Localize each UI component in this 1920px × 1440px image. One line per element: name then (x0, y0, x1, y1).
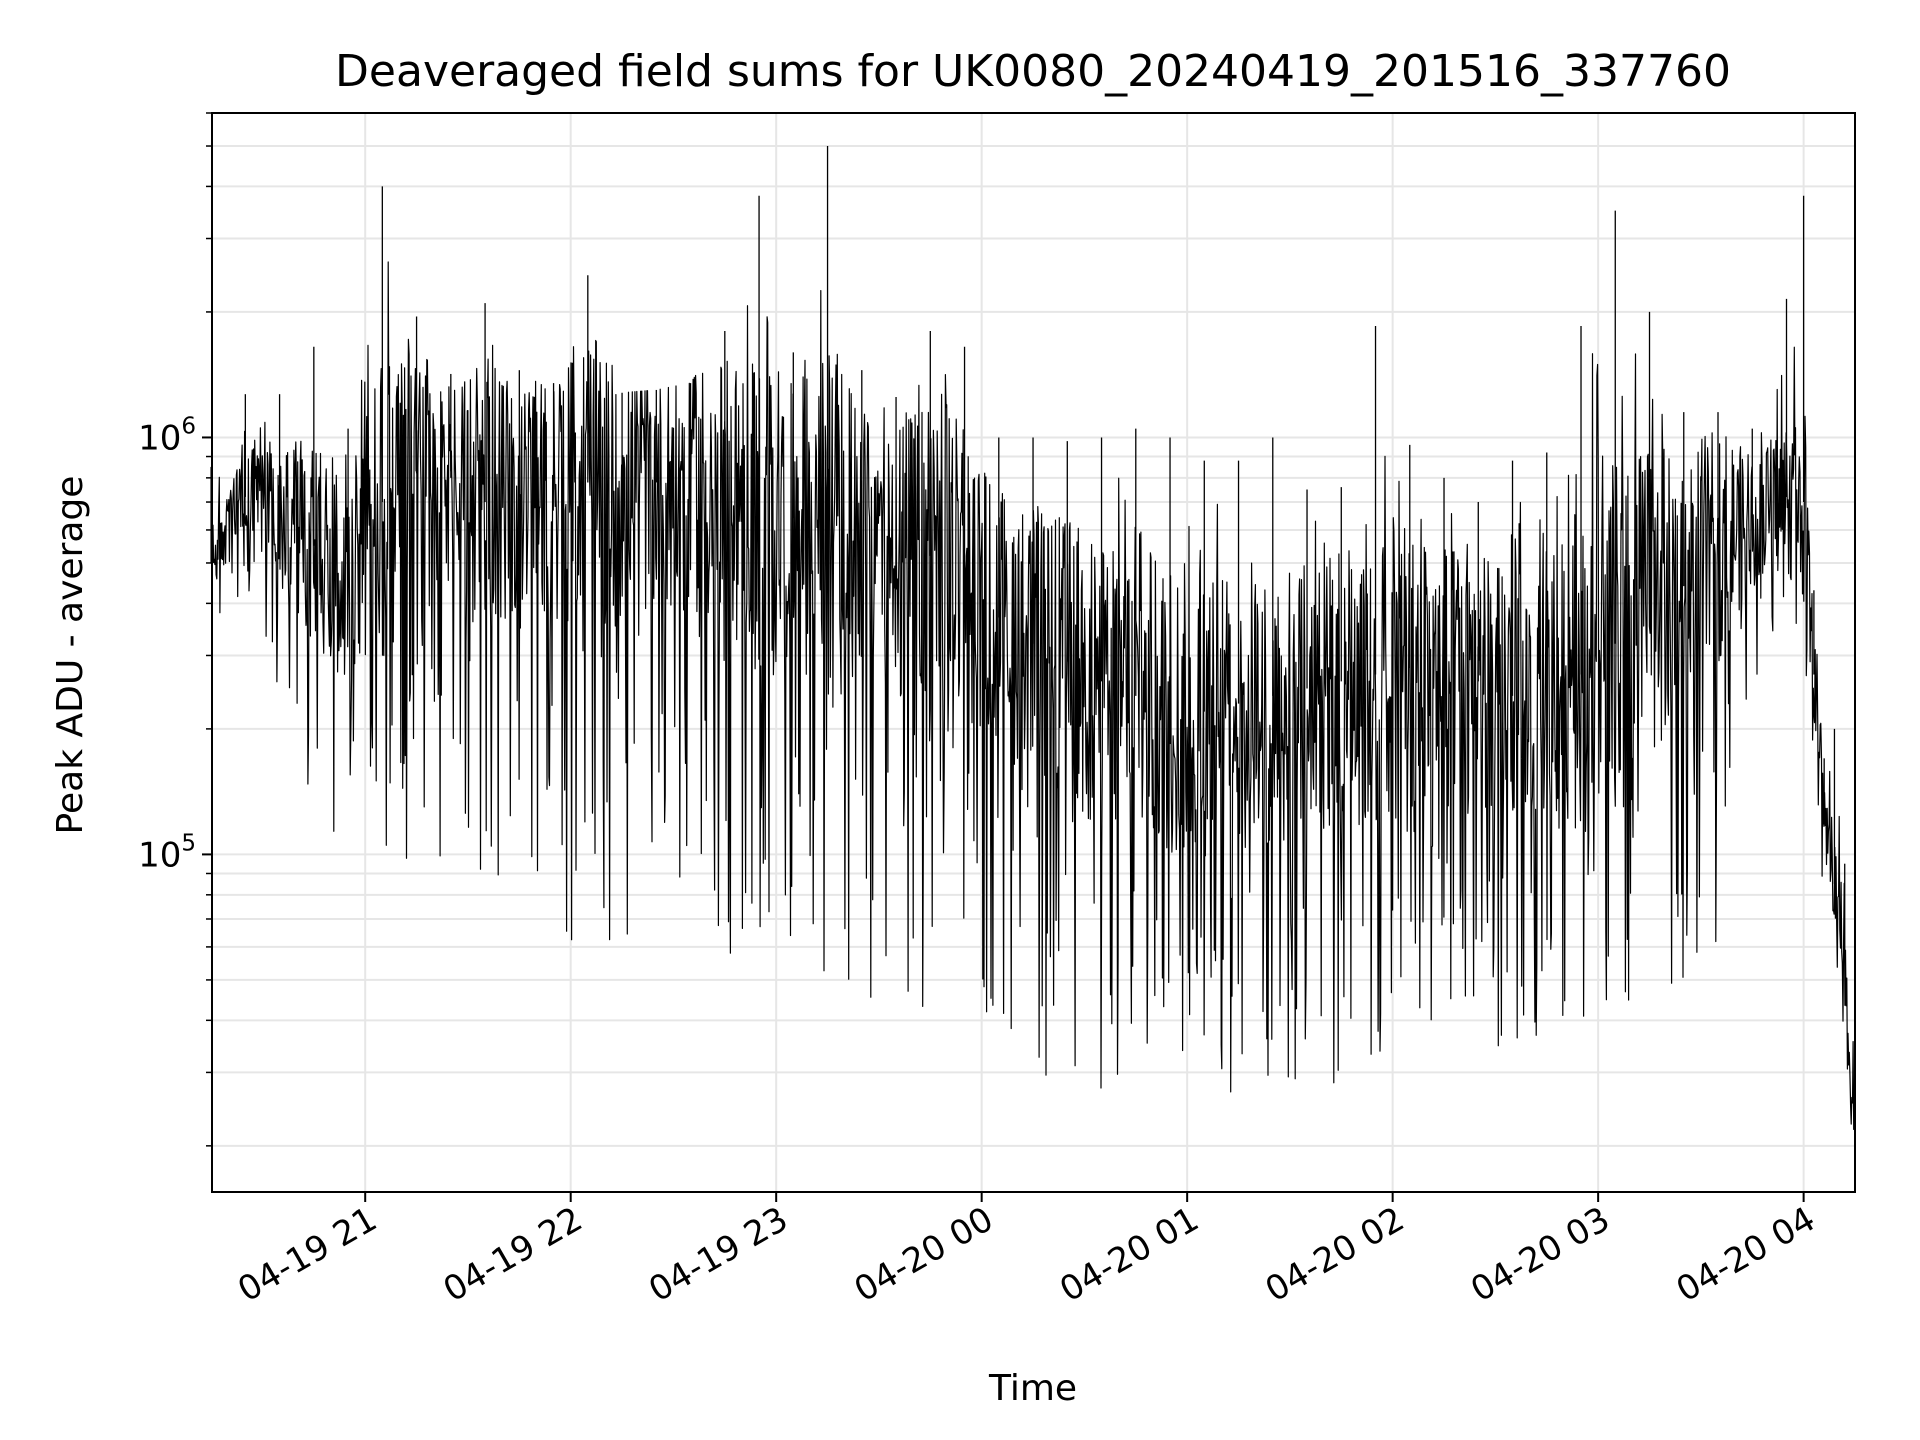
y-tick-label: 105 (138, 830, 196, 875)
x-tick-label: 04-20 00 (848, 1199, 1000, 1310)
data-layer (210, 146, 1856, 1146)
chart-title: Deaveraged field sums for UK0080_2024041… (335, 46, 1731, 97)
y-axis-label: Peak ADU - average (50, 476, 91, 835)
data-series-line (210, 261, 1856, 1144)
y-tick-label: 106 (138, 413, 196, 458)
x-tick-label: 04-20 03 (1464, 1199, 1616, 1310)
x-tick-label: 04-20 02 (1259, 1199, 1411, 1310)
x-tick-label: 04-20 04 (1670, 1199, 1822, 1310)
x-axis-label: Time (988, 1368, 1077, 1409)
axes-frame (211, 112, 1856, 1193)
x-tick-label: 04-19 23 (642, 1199, 794, 1310)
x-tick-label: 04-19 22 (437, 1199, 589, 1310)
x-tick-label: 04-19 21 (231, 1199, 383, 1310)
x-tick-label: 04-20 01 (1053, 1199, 1205, 1310)
